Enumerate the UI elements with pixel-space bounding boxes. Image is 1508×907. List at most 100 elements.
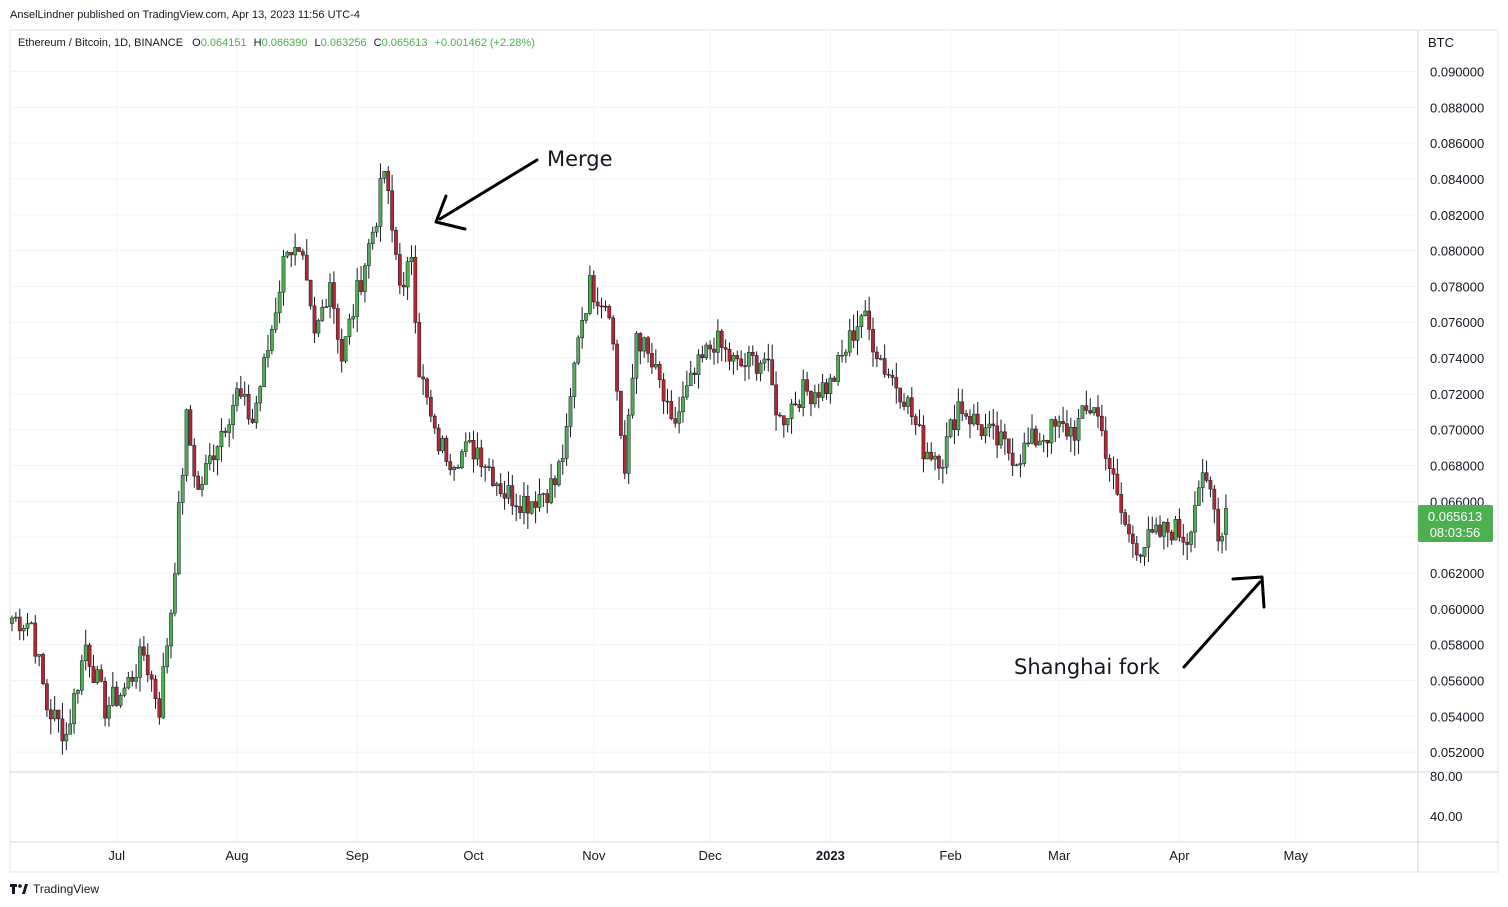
candle-body [1196,487,1201,506]
candle-body [207,455,212,464]
candle-body [401,284,406,288]
candle [995,411,999,459]
time-tick-label: Mar [1048,848,1071,863]
candle [417,312,422,378]
candle [607,304,612,320]
tradingview-logo-icon[interactable] [10,884,28,894]
candle [204,454,208,485]
candle-body [196,475,201,490]
candle [1165,518,1170,548]
candle-body [867,310,871,330]
candle [1204,460,1209,483]
candle [33,615,38,664]
candle [1154,517,1158,535]
candle-body [149,674,154,680]
candle-body [584,313,588,321]
candle-body [781,415,786,426]
candle [1034,425,1038,448]
candle-body [142,646,146,656]
candle [1045,439,1050,458]
candle [890,369,895,386]
candles[interactable] [10,163,1228,755]
candle [1173,516,1178,541]
candle [25,613,30,637]
candle [972,404,976,427]
candle [339,328,344,373]
candle-body [681,396,685,413]
candle-body [405,261,410,288]
candle-body [797,404,802,408]
candle [925,442,930,460]
candle-body [429,396,433,417]
candle [448,453,453,476]
candle [929,442,934,462]
candle [987,410,992,438]
candle [847,318,852,357]
candle-body [832,377,837,382]
candle-body [99,669,104,682]
candle-body [975,413,980,425]
candle [494,481,499,496]
candle-body [514,505,519,508]
candle [731,352,736,375]
candle-body [293,247,297,256]
candle [902,393,906,411]
price-axis[interactable]: 0.090000 0.088000 0.086000 0.084000 0.082000… [1430,64,1484,760]
candle-body [312,305,317,334]
candle-body [289,251,294,256]
candle [673,406,678,428]
candle [161,652,166,719]
candle [17,608,22,641]
candle [983,413,988,444]
candle-body [770,359,775,386]
candle [409,245,414,276]
candle-body [972,413,976,425]
shanghai-annotation: Shanghai fork [1014,575,1266,679]
candle-body [359,280,363,292]
candle [118,692,123,708]
candle-body [452,467,456,471]
candle [1177,508,1182,542]
candle [801,369,806,417]
candle [762,352,767,371]
candle-body [1041,439,1046,442]
candle-body [851,330,856,341]
candle [103,677,107,727]
candle-body [875,351,879,360]
candle-body [1080,405,1085,419]
candle [188,405,193,446]
candle-body [537,494,542,508]
candle [1189,530,1193,553]
candle [467,432,472,444]
time-axis[interactable]: Jul Aug Sep Oct Nov Dec 2023 Feb Mar Apr May [108,848,1308,863]
candle-body [894,377,899,389]
candle-body [277,291,282,314]
candle [553,475,557,498]
candle-body [743,365,747,367]
candle-body [48,709,53,720]
candle [700,345,705,363]
candle-body [463,441,468,452]
candle [619,390,623,440]
candle-body [122,687,127,696]
candle-body [677,411,681,424]
candle [797,399,802,413]
candle [568,387,573,438]
candle-body [1189,531,1193,545]
candle [692,367,697,385]
candle [894,362,899,404]
price-tick-label: 0.074000 [1430,351,1484,366]
candle-body [173,573,177,614]
candle-body [413,257,418,323]
candle-body [940,466,945,469]
candle-body [700,354,705,359]
candle [630,364,635,419]
candle [1119,482,1124,525]
candle [1065,410,1069,441]
candle-body [1138,554,1143,557]
candle [401,272,406,297]
candle [246,384,251,425]
footer-brand: TradingView [33,882,99,896]
candle-body [890,374,895,378]
